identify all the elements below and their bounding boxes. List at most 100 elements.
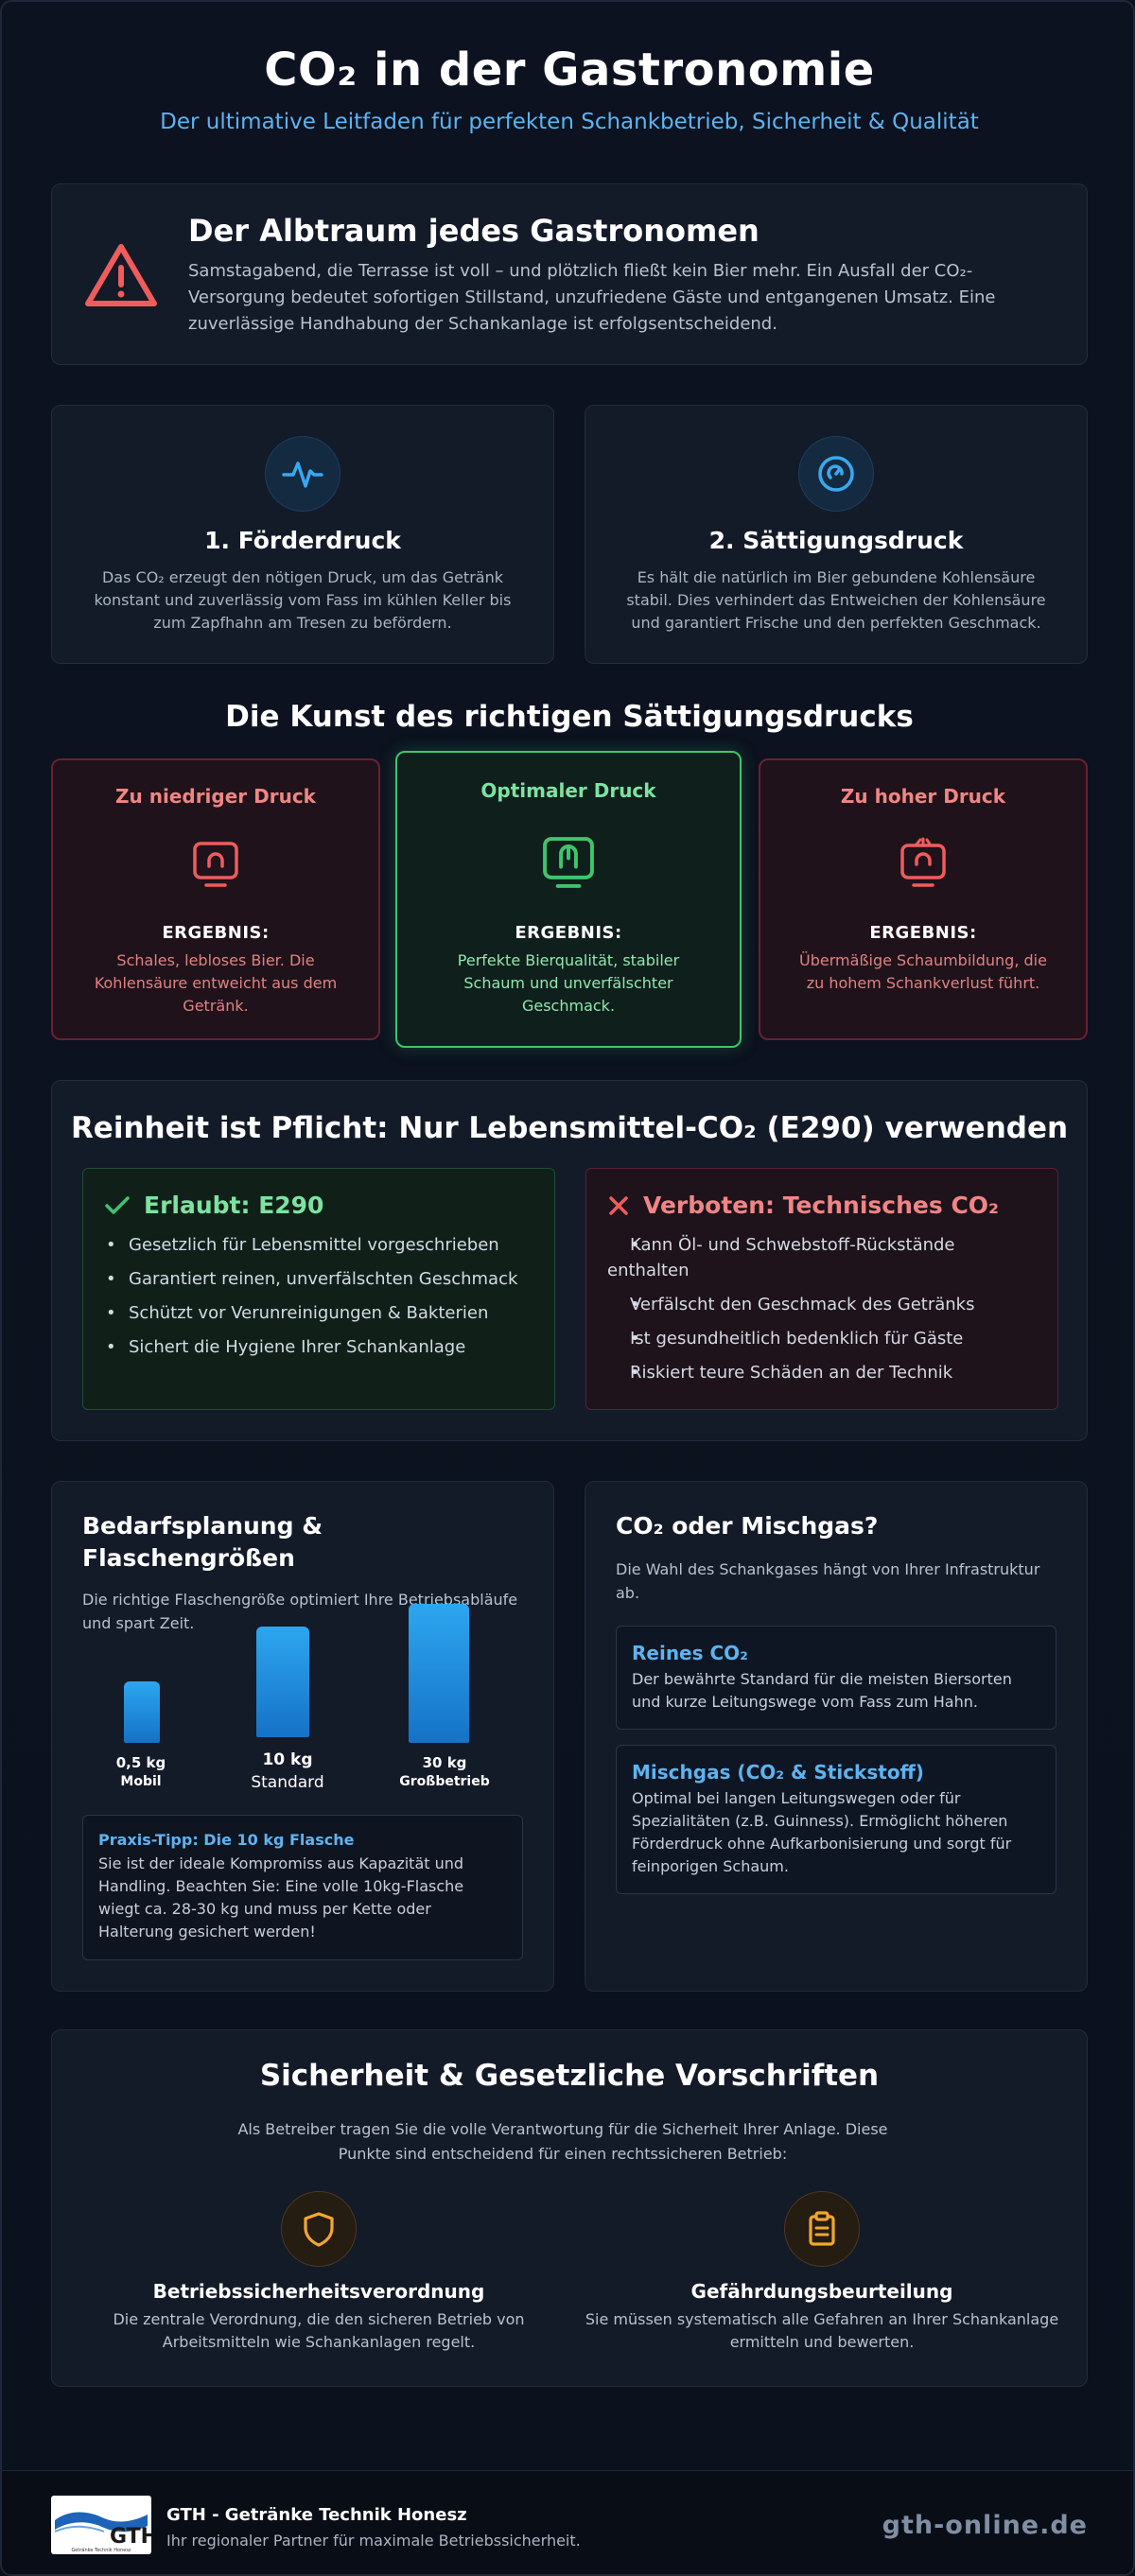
planning-subtitle: Die richtige Flaschengröße optimiert Ihr… xyxy=(82,1591,518,1632)
bar-weight: 10 kg xyxy=(262,1750,313,1769)
gas-card: CO₂ oder Mischgas? Die Wahl des Schankga… xyxy=(585,1481,1088,1992)
bar-weight: 0,5 kg xyxy=(115,1754,166,1771)
alert-card: Der Albtraum jedes Gastronomen Samstagab… xyxy=(51,183,1088,365)
planning-title: Bedarfsplanung & Flaschengrößen xyxy=(82,1512,323,1572)
gas-option-title: Reines CO₂ xyxy=(632,1642,748,1664)
pressure-level-high: Zu hoher Druck ERGEBNIS: Übermäßige Scha… xyxy=(759,758,1088,1040)
gas-option-mixed: Mischgas (CO₂ & Stickstoff) Optimal bei … xyxy=(616,1745,1056,1894)
saturation-title: Die Kunst des richtigen Sättigungsdrucks xyxy=(225,700,914,734)
forbidden-box: Verboten: Technisches CO₂ Kann Öl- und S… xyxy=(585,1168,1058,1410)
safety-icon-circle xyxy=(281,2191,357,2267)
cross-icon xyxy=(609,1195,628,1215)
allowed-box: Erlaubt: E290 Gesetzlich für Lebensmitte… xyxy=(82,1168,555,1410)
safety-card: Sicherheit & Gesetzliche Vorschriften Al… xyxy=(51,2029,1088,2387)
pressure-level-low: Zu niedriger Druck ERGEBNIS: Schales, le… xyxy=(51,758,380,1040)
planning-card: Bedarfsplanung & Flaschengrößen Die rich… xyxy=(51,1481,554,1992)
practice-tip: Praxis-Tipp: Die 10 kg Flasche Sie ist d… xyxy=(82,1815,523,1960)
gas-subtitle: Die Wahl des Schankgases hängt von Ihrer… xyxy=(616,1560,1040,1602)
pressure-text: Es hält die natürlich im Bier gebundene … xyxy=(626,568,1046,632)
bottle-size-chart: 0,5 kg Mobil 10 kg Standard 30 kg Großbe… xyxy=(52,1482,555,1803)
gauge-icon xyxy=(818,456,854,492)
low-pressure-icon xyxy=(193,842,238,887)
list-item: Schützt vor Verunreinigungen & Bakterien xyxy=(104,1300,533,1326)
purity-title: Reinheit ist Pflicht: Nur Lebensmittel-C… xyxy=(70,1111,1069,1145)
level-result-label: ERGEBNIS: xyxy=(515,923,622,943)
tip-title: Praxis-Tipp: Die 10 kg Flasche xyxy=(98,1831,355,1849)
pressure-card-delivery: 1. Förderdruck Das CO₂ erzeugt den nötig… xyxy=(51,405,554,664)
page-title: CO₂ in der Gastronomie xyxy=(264,44,875,96)
pressure-title: 2. Sättigungsdruck xyxy=(708,527,964,554)
alert-title: Der Albtraum jedes Gastronomen xyxy=(188,213,760,249)
pressure-icon-circle xyxy=(798,436,874,512)
gas-option-text: Optimal bei langen Leitungswegen oder fü… xyxy=(632,1789,1012,1875)
forbidden-header: Verboten: Technisches CO₂ xyxy=(607,1192,1037,1219)
company-name: GTH - Getränke Technik Honesz xyxy=(166,2505,467,2525)
safety-title: Sicherheit & Gesetzliche Vorschriften xyxy=(259,2059,880,2093)
safety-item-text: Die zentrale Verordnung, die den sichere… xyxy=(113,2310,525,2351)
website-link[interactable]: gth-online.de xyxy=(882,2511,1088,2540)
list-item: Sichert die Hygiene Ihrer Schankanlage xyxy=(104,1334,533,1360)
chart-label-mobil: 0,5 kg Mobil xyxy=(94,1754,188,1789)
forbidden-list: Kann Öl- und Schwebstoff-Rückstände enth… xyxy=(607,1232,1037,1385)
bar-category: Großbetrieb xyxy=(399,1774,490,1789)
safety-subtitle: Als Betreiber tragen Sie die volle Veran… xyxy=(237,2120,888,2163)
warning-triangle-icon xyxy=(85,244,157,306)
page-header: CO₂ in der Gastronomie Der ultimative Le… xyxy=(2,44,1133,134)
level-result-label: ERGEBNIS: xyxy=(869,923,977,943)
allowed-list: Gesetzlich für Lebensmittel vorgeschrieb… xyxy=(104,1232,533,1360)
footer: GTH Getränke Technik Honesz GTH - Geträn… xyxy=(2,2470,1133,2574)
gas-option-title: Mischgas (CO₂ & Stickstoff) xyxy=(632,1761,924,1784)
allowed-header: Erlaubt: E290 xyxy=(104,1192,533,1219)
safety-icon-circle xyxy=(784,2191,860,2267)
shield-icon xyxy=(304,2212,334,2247)
gas-title: CO₂ oder Mischgas? xyxy=(616,1512,879,1540)
allowed-title: Erlaubt: E290 xyxy=(144,1192,324,1219)
pressure-card-saturation: 2. Sättigungsdruck Es hält die natürlich… xyxy=(585,405,1088,664)
tip-text: Sie ist der ideale Kompromiss aus Kapazi… xyxy=(98,1854,464,1941)
checkmark-icon xyxy=(105,1195,130,1214)
optimal-pressure-icon xyxy=(543,837,594,888)
logo-text: GTH xyxy=(110,2525,151,2549)
alert-text: Samstagabend, die Terrasse ist voll – un… xyxy=(188,261,996,334)
safety-item-title: Betriebssicherheitsverordnung xyxy=(152,2280,485,2303)
level-result-label: ERGEBNIS: xyxy=(162,923,270,943)
gas-option-text: Der bewährte Standard für die meisten Bi… xyxy=(632,1670,1012,1711)
pressure-title: 1. Förderdruck xyxy=(204,527,401,554)
list-item: Garantiert reinen, unverfälschten Geschm… xyxy=(104,1266,533,1292)
pressure-level-optimal: Optimaler Druck ERGEBNIS: Perfekte Bierq… xyxy=(395,751,742,1048)
list-item: Verfälscht den Geschmack des Getränks xyxy=(607,1292,1037,1317)
chart-bar-standard xyxy=(256,1627,309,1737)
bar-category: Standard xyxy=(251,1773,324,1792)
company-logo: GTH Getränke Technik Honesz xyxy=(51,2496,151,2554)
chart-bar-mobil xyxy=(124,1681,160,1743)
purity-card: Reinheit ist Pflicht: Nur Lebensmittel-C… xyxy=(51,1080,1088,1441)
clipboard-icon xyxy=(809,2211,835,2246)
bar-weight: 30 kg xyxy=(422,1754,467,1771)
list-item: Gesetzlich für Lebensmittel vorgeschrieb… xyxy=(104,1232,533,1258)
list-item: Kann Öl- und Schwebstoff-Rückstände enth… xyxy=(607,1232,1037,1283)
forbidden-title: Verboten: Technisches CO₂ xyxy=(643,1192,1000,1219)
pulse-icon xyxy=(282,461,323,488)
chart-label-grossbetrieb: 30 kg Großbetrieb xyxy=(383,1754,506,1789)
logo-subtext: Getränke Technik Honesz xyxy=(71,2548,131,2553)
level-title: Zu hoher Druck xyxy=(840,785,1006,808)
chart-bar-grossbetrieb xyxy=(409,1604,469,1743)
bar-category: Mobil xyxy=(120,1774,162,1789)
company-tagline: Ihr regionaler Partner für maximale Betr… xyxy=(166,2532,581,2550)
safety-item-title: Gefährdungsbeurteilung xyxy=(690,2280,953,2303)
level-result-text: Übermäßige Schaumbildung, die zu hohem S… xyxy=(799,951,1047,992)
high-pressure-icon xyxy=(900,837,946,887)
gas-option-pure: Reines CO₂ Der bewährte Standard für die… xyxy=(616,1626,1056,1730)
page-subtitle: Der ultimative Leitfaden für perfekten S… xyxy=(160,110,979,134)
level-title: Optimaler Druck xyxy=(480,779,656,802)
level-result-text: Schales, lebloses Bier. Die Kohlensäure … xyxy=(94,951,338,1015)
list-item: Riskiert teure Schäden an der Technik xyxy=(607,1360,1037,1385)
logo-graphic: GTH Getränke Technik Honesz xyxy=(54,2512,151,2553)
pressure-icon-circle xyxy=(265,436,340,512)
list-item: Ist gesundheitlich bedenklich für Gäste xyxy=(607,1326,1037,1351)
level-title: Zu niedriger Druck xyxy=(115,785,316,808)
pressure-text: Das CO₂ erzeugt den nötigen Druck, um da… xyxy=(94,568,512,632)
safety-item-text: Sie müssen systematisch alle Gefahren an… xyxy=(585,2310,1059,2351)
level-result-text: Perfekte Bierqualität, stabiler Schaum u… xyxy=(457,951,680,1015)
